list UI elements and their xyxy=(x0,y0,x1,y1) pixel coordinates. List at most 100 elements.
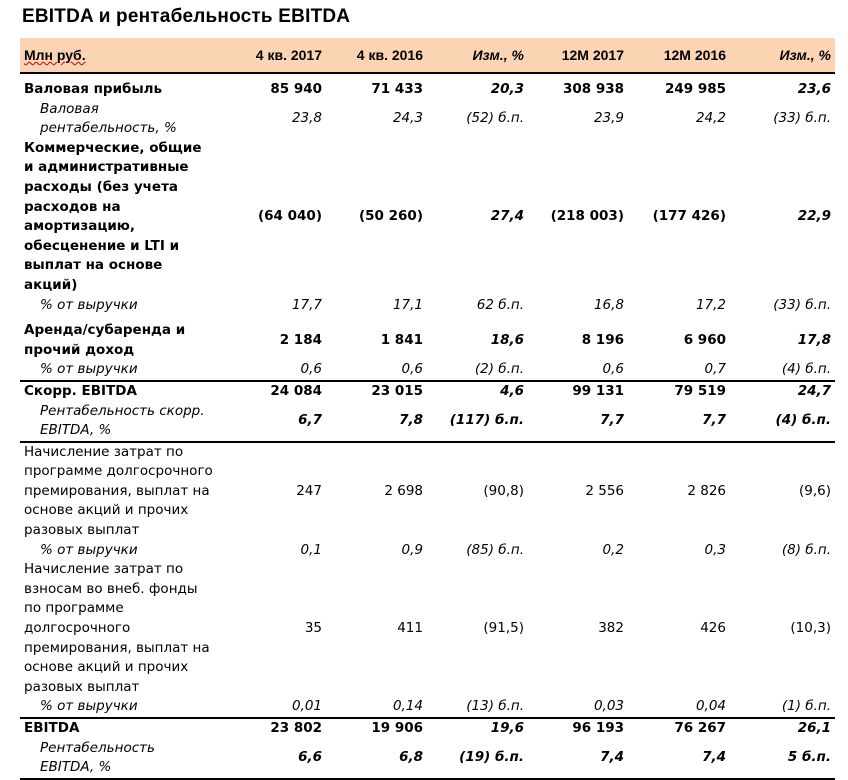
row-label: % от выручки xyxy=(40,296,138,313)
cell-value: (10,3) xyxy=(790,620,831,637)
row-label: Аренда/субаренда и прочий доход xyxy=(24,322,186,358)
cell-value: (4) б.п. xyxy=(781,361,831,378)
cell-value: 2 698 xyxy=(384,482,423,499)
cell-value: 0,3 xyxy=(704,541,726,558)
cell-value: 308 938 xyxy=(562,81,624,97)
cell-value: (91,5) xyxy=(483,620,524,637)
cell-value: 4,6 xyxy=(427,379,528,402)
column-header: Изм., % xyxy=(730,38,835,74)
cell-value: 249 985 xyxy=(664,81,726,97)
row-label: Валовая прибыль xyxy=(24,81,163,97)
row-label: Рентабельность скорр. EBITDA, % xyxy=(20,401,230,443)
cell-value: 1 841 xyxy=(380,331,423,348)
cell-value: 23,9 xyxy=(593,110,624,127)
cell-value: (218 003) xyxy=(550,208,624,225)
row-label: Начисление затрат по взносам во внеб. фо… xyxy=(24,561,210,695)
table-row: Рентабельность EBITDA, % 6,6 6,8 (19) б.п. 7… xyxy=(20,738,835,780)
cell-value: 7,7 xyxy=(528,401,628,443)
cell-value: (8) б.п. xyxy=(781,541,831,558)
table-row: Рентабельность скорр. EBITDA, % 6,7 7,8 (11… xyxy=(20,401,835,443)
cell-value: 71 433 xyxy=(371,81,423,97)
cell-value: 0,1 xyxy=(300,541,322,558)
column-header: 4 кв. 2016 xyxy=(326,38,427,74)
cell-value: 2 826 xyxy=(687,482,726,499)
cell-value: 17,2 xyxy=(695,296,726,313)
row-label: Скорр. EBITDA xyxy=(20,379,230,402)
cell-value: 27,4 xyxy=(490,208,524,225)
table-row: % от выручки 17,7 17,1 62 б.п. 16,8 17,2 (33) … xyxy=(20,296,835,316)
cell-value: 7,4 xyxy=(628,738,730,780)
cell-value: 0,6 xyxy=(602,361,624,378)
cell-value: 7,4 xyxy=(528,738,628,780)
table-row: EBITDA 23 802 19 906 19,6 96 193 76 267 26,1 xyxy=(20,717,835,739)
row-label: Коммерческие, общие и административные р… xyxy=(24,139,202,293)
cell-value: (50 260) xyxy=(358,208,423,225)
column-header: Изм., % xyxy=(427,38,528,74)
cell-value: (64 040) xyxy=(257,208,322,225)
table-row: Валовая прибыль 85 940 71 433 20,3 308 938 24… xyxy=(20,73,835,100)
row-label: Рентабельность EBITDA, % xyxy=(20,738,230,780)
cell-value: 23 015 xyxy=(326,379,427,402)
cell-value: 62 б.п. xyxy=(476,296,524,313)
cell-value: (4) б.п. xyxy=(730,401,835,443)
cell-value: (90,8) xyxy=(483,482,524,499)
cell-value: 7,7 xyxy=(628,401,730,443)
column-header-label: Млн руб. xyxy=(20,38,230,74)
cell-value: 79 519 xyxy=(628,379,730,402)
cell-value: 6 960 xyxy=(683,331,726,348)
row-label: Валовая рентабельность, % xyxy=(40,100,177,137)
row-label: Начисление затрат по программе долгосроч… xyxy=(24,443,213,539)
cell-value: 96 193 xyxy=(528,717,628,739)
cell-value: 5 б.п. xyxy=(730,738,835,780)
cell-value: 19,6 xyxy=(427,717,528,739)
table-row: Аренда/субаренда и прочий доход 2 184 1 84… xyxy=(20,315,835,360)
column-header: 12M 2017 xyxy=(528,38,628,74)
cell-value: 247 xyxy=(296,482,322,499)
cell-value: 23,8 xyxy=(291,110,322,127)
cell-value: 0,03 xyxy=(593,698,624,715)
cell-value: 6,7 xyxy=(230,401,326,443)
cell-value: 85 940 xyxy=(270,81,322,97)
row-label: EBITDA xyxy=(20,717,230,739)
cell-value: 19 906 xyxy=(326,717,427,739)
cell-value: 24,3 xyxy=(392,110,423,127)
cell-value: 24 084 xyxy=(230,379,326,402)
cell-value: (177 426) xyxy=(652,208,726,225)
cell-value: 382 xyxy=(598,620,624,637)
cell-value: 17,7 xyxy=(291,296,322,313)
cell-value: (2) б.п. xyxy=(474,361,524,378)
table-row: % от выручки 0,6 0,6 (2) б.п. 0,6 0,7 (4) б.п. xyxy=(20,360,835,381)
cell-value: 76 267 xyxy=(628,717,730,739)
table-row: Валовая рентабельность, % 23,8 24,3 (52) б.… xyxy=(20,100,835,139)
column-header: 4 кв. 2017 xyxy=(230,38,326,74)
cell-value: 2 184 xyxy=(279,331,322,348)
cell-value: 411 xyxy=(397,620,423,637)
cell-value: (9,6) xyxy=(798,482,831,499)
cell-value: 35 xyxy=(304,620,322,637)
row-label: % от выручки xyxy=(40,361,138,378)
cell-value: 6,8 xyxy=(326,738,427,780)
cell-value: 426 xyxy=(700,620,726,637)
cell-value: 0,2 xyxy=(602,541,624,558)
cell-value: 2 556 xyxy=(585,482,624,499)
table-row: Начисление затрат по взносам во внеб. фо… xyxy=(20,560,835,697)
page-title: EBITDA и рентабельность EBITDA xyxy=(22,6,351,27)
cell-value: 7,8 xyxy=(326,401,427,443)
cell-value: 18,6 xyxy=(490,331,524,348)
cell-value: 6,6 xyxy=(230,738,326,780)
cell-value: 99 131 xyxy=(528,379,628,402)
cell-value: 22,9 xyxy=(797,208,831,225)
cell-value: (52) б.п. xyxy=(466,110,524,127)
column-header: 12M 2016 xyxy=(628,38,730,74)
row-label: % от выручки xyxy=(40,541,138,558)
cell-value: 24,7 xyxy=(730,379,835,402)
cell-value: 24,2 xyxy=(695,110,726,127)
cell-value: (33) б.п. xyxy=(773,296,831,313)
table-row: Скорр. EBITDA 24 084 23 015 4,6 99 131 79 519… xyxy=(20,379,835,402)
cell-value: 23 802 xyxy=(230,717,326,739)
row-label: % от выручки xyxy=(40,698,138,715)
cell-value: 0,01 xyxy=(291,698,322,715)
cell-value: (19) б.п. xyxy=(427,738,528,780)
cell-value: 17,8 xyxy=(797,331,831,348)
cell-value: 23,6 xyxy=(797,81,831,97)
